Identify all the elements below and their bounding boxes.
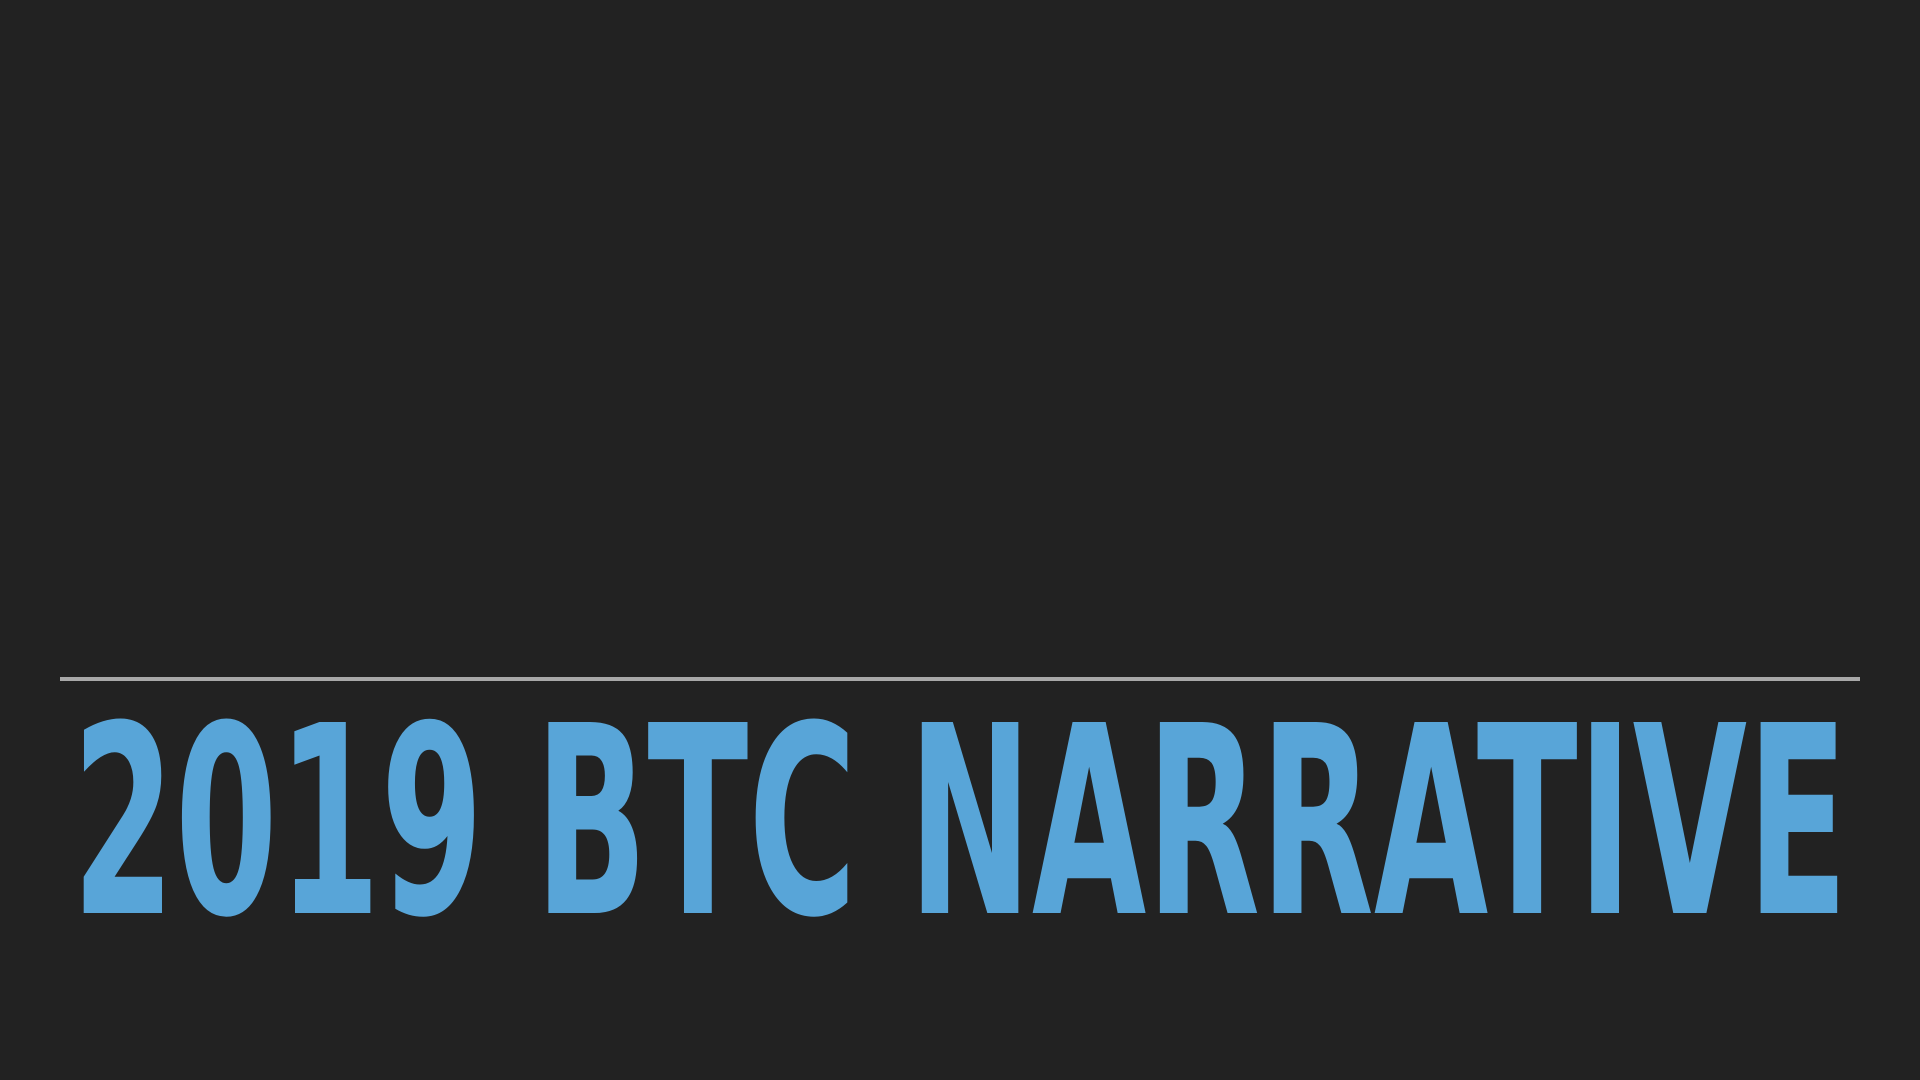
title-divider-line — [60, 677, 1860, 681]
slide-title-svg: 2019 BTC NARRATIVE — [72, 700, 1848, 920]
slide-title-container: 2019 BTC NARRATIVE — [60, 700, 1860, 920]
slide-title: 2019 BTC NARRATIVE — [72, 700, 1848, 920]
